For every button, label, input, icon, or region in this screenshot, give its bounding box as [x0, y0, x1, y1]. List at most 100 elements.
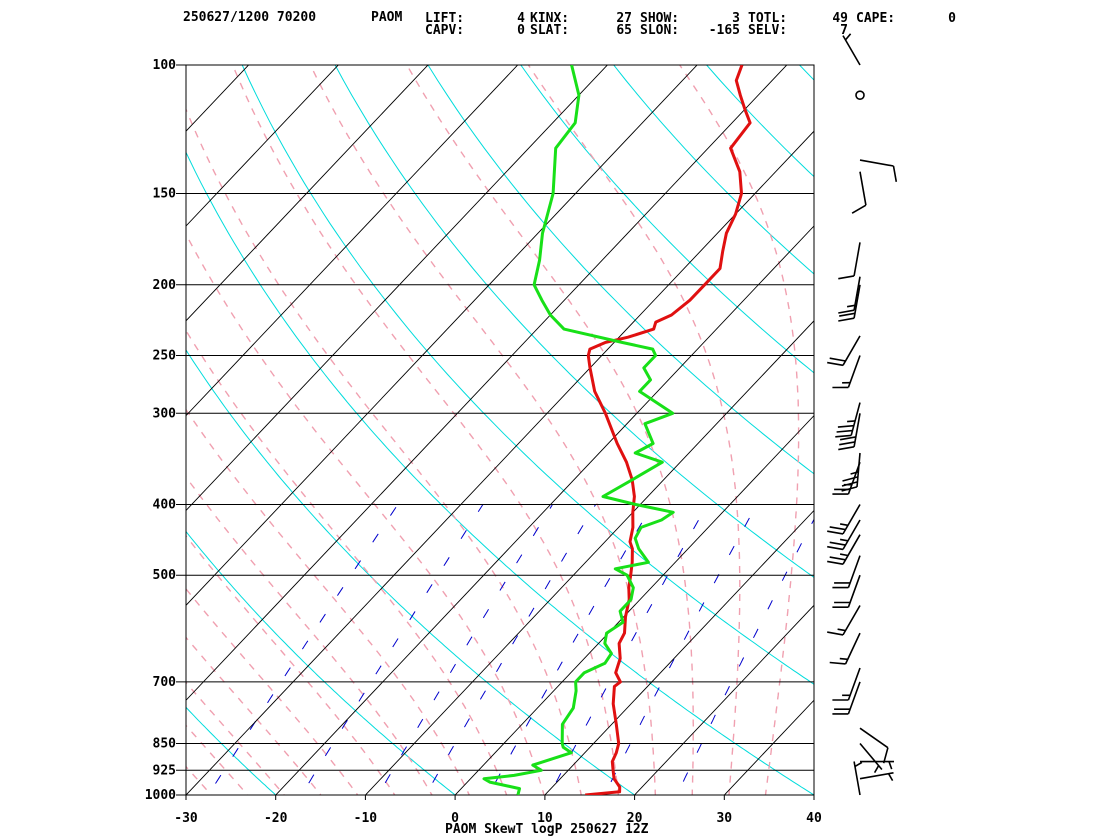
wind-barb [838, 276, 861, 314]
barb-feather [838, 275, 855, 280]
barb-feather [836, 429, 853, 433]
barb-feather [839, 312, 856, 317]
barb-shaft [847, 574, 861, 608]
barb-feather [888, 761, 893, 770]
barb-feather [837, 424, 854, 428]
wind-barb [832, 555, 861, 589]
barb-feather [829, 541, 846, 546]
barb-shaft [853, 413, 861, 447]
pressure-tick-label: 100 [153, 58, 177, 73]
index-cape-label: CAPE: [856, 11, 896, 26]
wind-barb [853, 761, 863, 796]
wind-barb [841, 452, 861, 492]
dry-adiabat-line [186, 706, 277, 795]
index-selv-value: 7 [840, 23, 848, 38]
barb-feather [838, 446, 855, 451]
barb-shaft [842, 504, 861, 535]
barb-feather [829, 526, 846, 531]
moist-adiabat-line [186, 587, 359, 795]
wind-barb [832, 574, 861, 609]
isotherm-line [454, 414, 814, 795]
barb-feather [892, 165, 898, 182]
temperature-tick-label: 30 [716, 811, 732, 826]
wind-barb [827, 504, 861, 535]
plot-border [185, 64, 815, 796]
isotherm-line [186, 65, 519, 417]
isotherm-line [813, 794, 814, 795]
barb-feather [839, 538, 849, 542]
temperature-tick-label: 0 [451, 811, 459, 826]
barb-shaft [842, 335, 861, 366]
index-cape-value: 0 [948, 11, 956, 26]
barb-feather [839, 657, 848, 661]
wind-barb [835, 402, 861, 438]
pressure-tick-label: 250 [153, 349, 177, 364]
dry-adiabat-line [613, 65, 814, 275]
wind-barb [860, 760, 894, 770]
dry-adiabat-line [876, 49, 1120, 811]
dry-adiabat-line [186, 151, 814, 795]
index-show-label: SHOW: [640, 11, 680, 26]
barb-feather [829, 357, 846, 362]
dry-adiabat-line [186, 349, 636, 795]
index-totl-value: 49 [832, 11, 848, 26]
temperature-tick-label: -20 [264, 811, 288, 826]
barb-feather [829, 661, 846, 665]
pressure-tick-label: 500 [153, 568, 177, 583]
temperature-tick-label: 10 [537, 811, 553, 826]
barb-shaft [847, 667, 861, 701]
isotherm-line [186, 65, 250, 132]
barb-feather [841, 486, 858, 492]
wind-barbs [827, 33, 898, 796]
barb-shaft [847, 681, 861, 715]
isotherm-line [633, 604, 814, 795]
wind-barb [859, 742, 883, 774]
barb-shaft [853, 276, 861, 311]
isotherm-line [0, 49, 85, 811]
temperature-tick-label: -30 [174, 811, 198, 826]
isotherm-line [186, 130, 814, 795]
barb-feather [839, 441, 856, 446]
barb-shaft [856, 452, 861, 487]
wind-barb [859, 772, 894, 782]
index-capv-label: CAPV: [425, 23, 465, 38]
header-station-name: PAOM [371, 10, 403, 25]
background-lines [0, 49, 1120, 811]
isotherm-line [364, 320, 814, 795]
isotherm-line [186, 65, 429, 322]
temperature-tick-label: 40 [806, 811, 822, 826]
barb-feather [847, 420, 856, 423]
barb-feather [827, 560, 844, 565]
barb-feather [873, 765, 880, 774]
isotherm-line [0, 49, 174, 811]
sounding-header: 250627/1200 70200 PAOM LIFT: 4 KINX: 27 … [0, 0, 1120, 60]
moist-adiabat-line [231, 65, 620, 795]
index-lift-value: 4 [517, 11, 525, 26]
moist-adiabat-line [527, 65, 741, 795]
barb-feather [827, 631, 844, 636]
barb-feather [839, 436, 856, 441]
moist-adiabat-line [186, 681, 286, 795]
index-show-value: 3 [732, 11, 740, 26]
barb-shaft [859, 159, 894, 167]
pressure-tick-label: 400 [153, 498, 177, 513]
wind-barb [832, 667, 861, 701]
wind-barb [855, 90, 865, 100]
moist-adiabat-line [186, 765, 213, 795]
barb-shaft [847, 355, 861, 388]
moist-adiabat-line [186, 408, 471, 795]
index-capv-value: 0 [517, 23, 525, 38]
index-kinx-value: 27 [616, 11, 632, 26]
index-totl-label: TOTL: [748, 11, 788, 26]
moist-adiabat-line [186, 534, 396, 795]
mixing-ratio-line [425, 504, 597, 795]
moist-adiabat-line [186, 475, 433, 795]
barb-feather [839, 523, 849, 527]
pressure-tick-label: 1000 [145, 788, 176, 803]
mixing-ratio-line [300, 504, 484, 795]
isotherm-line [275, 225, 814, 795]
moist-adiabat-line [186, 724, 249, 795]
temperature-tick-label: 20 [627, 811, 643, 826]
isotherm-line [186, 65, 698, 606]
